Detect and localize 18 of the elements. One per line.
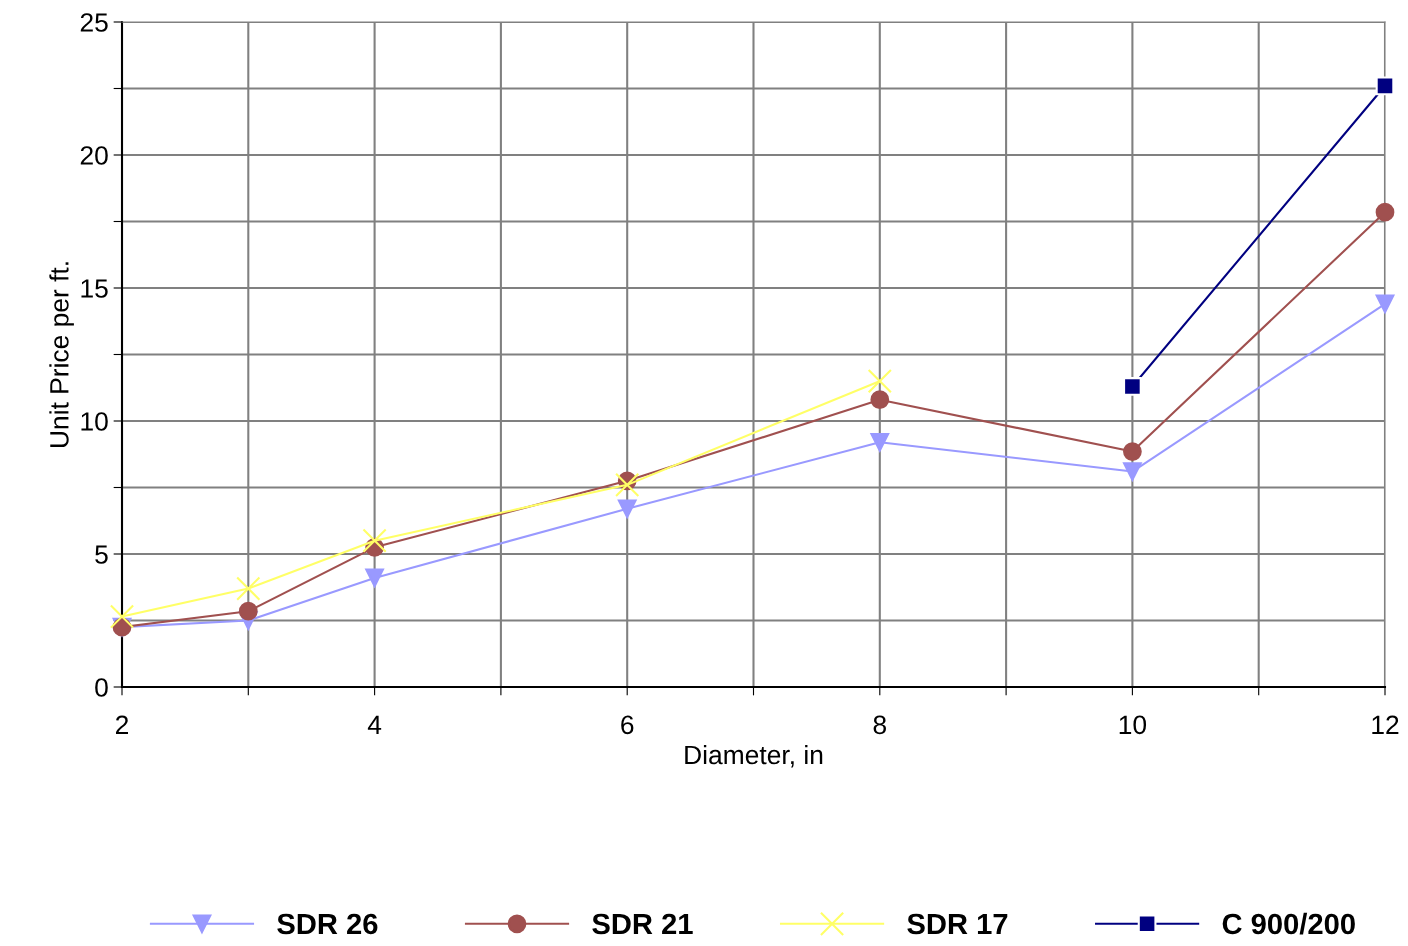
x-tick-label: 12: [1372, 715, 1399, 734]
y-axis-title: Unit Price per ft.: [49, 262, 74, 448]
y-tick-label: 15: [81, 279, 108, 298]
y-tick-label: 5: [95, 545, 108, 564]
x-tick-label: 6: [621, 715, 634, 735]
y-tick-label: 0: [95, 678, 108, 697]
legend-label: SDR 21: [592, 913, 693, 935]
x-axis-title: Diameter, in: [685, 744, 823, 768]
y-tick-label: 10: [81, 412, 108, 431]
legend-label: SDR 17: [907, 913, 1008, 935]
legend-label: C 900/200: [1222, 912, 1355, 935]
x-tick-label: 2: [115, 715, 129, 734]
x-tick-label: 4: [367, 715, 382, 734]
y-tick-label: 20: [80, 146, 108, 165]
legend-label: SDR 26: [277, 913, 378, 935]
x-tick-label: 10: [1119, 715, 1147, 735]
y-tick-label: 25: [80, 13, 108, 32]
x-tick-label: 8: [873, 715, 886, 735]
